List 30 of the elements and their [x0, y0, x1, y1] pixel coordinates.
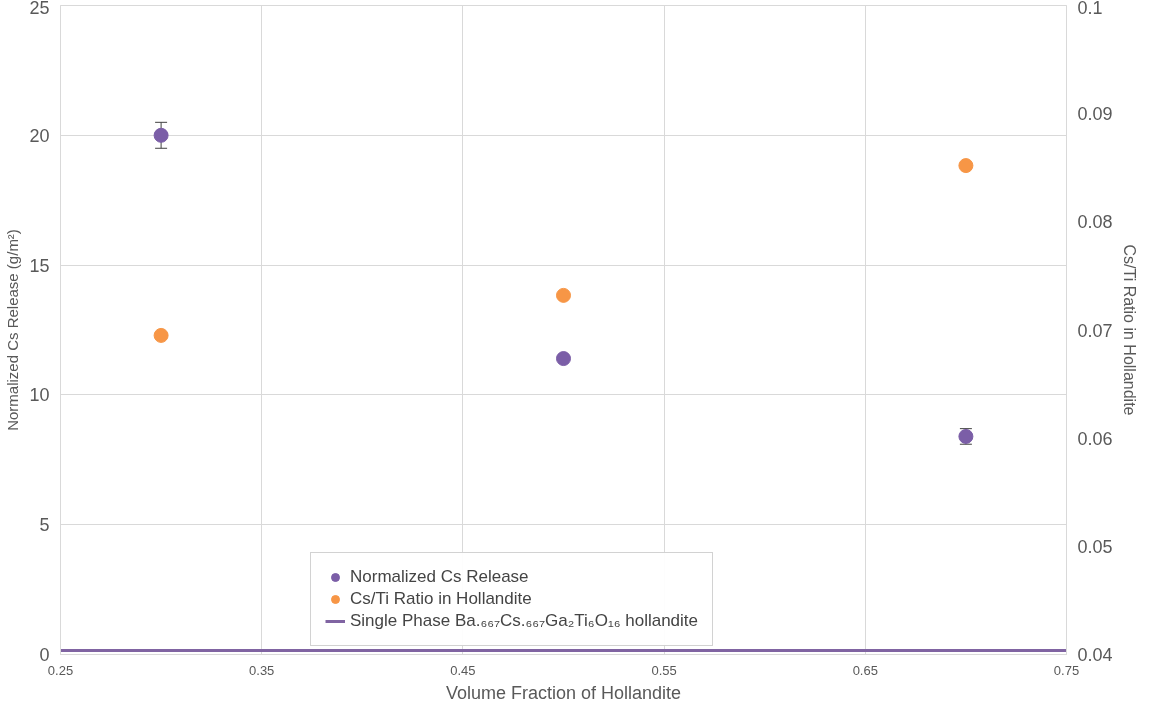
- y2-tick-label: 0.06: [1077, 428, 1113, 449]
- x-tick-label: 0.55: [651, 662, 677, 678]
- y-tick-label: 25: [29, 0, 50, 18]
- y2-tick-label: 0.09: [1077, 104, 1113, 125]
- y2-axis-title: Cs/Ti Ratio in Hollandite: [1120, 244, 1138, 416]
- y2-tick-label: 0.08: [1077, 212, 1113, 233]
- x-tick-label: 0.75: [1053, 662, 1080, 678]
- x-axis-title: Volume Fraction of Hollandite: [445, 682, 682, 703]
- legend-label: Single Phase Ba.₆₆₇Cs.₆₆₇Ga₂Ti₆O₁₆ hollandite: [350, 611, 699, 631]
- y2-tick-label: 0.05: [1077, 536, 1113, 557]
- legend-label: Normalized Cs Release: [350, 567, 529, 587]
- y-tick-label: 5: [39, 515, 50, 536]
- x-tick-label: 0.35: [249, 662, 275, 678]
- y-axis-title: Normalized Cs Release (g/m²): [4, 229, 22, 431]
- y2-tick-label: 0.07: [1077, 320, 1113, 341]
- point: [153, 327, 169, 343]
- y-tick-label: 20: [29, 125, 50, 146]
- y2-tick-label: 0.1: [1077, 0, 1103, 18]
- x-tick-label: 0.65: [852, 662, 878, 678]
- y2-tick-label: 0.04: [1077, 645, 1113, 665]
- point: [958, 158, 974, 174]
- point: [556, 351, 571, 367]
- point: [153, 127, 169, 143]
- y-tick-label: 0: [39, 645, 50, 665]
- legend-label: Cs/Ti Ratio in Hollandite: [350, 589, 532, 609]
- y-tick-label: 15: [29, 255, 50, 276]
- point: [556, 287, 571, 303]
- x-tick-label: 0.25: [47, 662, 74, 678]
- y-tick-label: 10: [29, 385, 50, 406]
- x-tick-label: 0.45: [450, 662, 476, 678]
